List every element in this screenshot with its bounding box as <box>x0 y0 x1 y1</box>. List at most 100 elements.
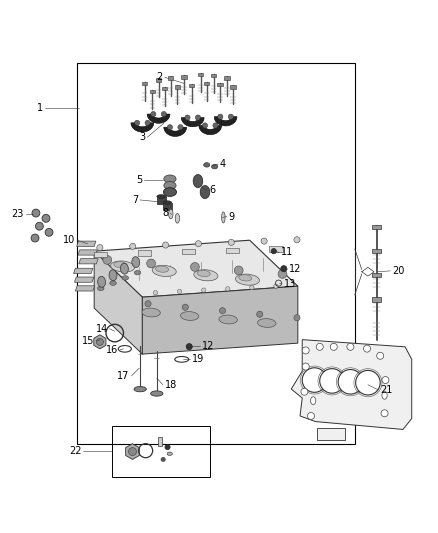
Circle shape <box>195 241 201 247</box>
Ellipse shape <box>193 174 203 188</box>
Ellipse shape <box>212 165 218 169</box>
Circle shape <box>271 248 276 254</box>
Circle shape <box>381 410 388 417</box>
Polygon shape <box>142 286 298 354</box>
Bar <box>156 78 161 82</box>
Circle shape <box>201 288 206 292</box>
Bar <box>94 252 107 257</box>
Circle shape <box>129 448 137 456</box>
Circle shape <box>307 413 314 419</box>
Ellipse shape <box>114 262 127 268</box>
Ellipse shape <box>109 270 117 281</box>
Circle shape <box>382 376 389 384</box>
Circle shape <box>316 343 323 350</box>
Circle shape <box>218 114 223 119</box>
Text: 6: 6 <box>209 185 215 195</box>
Circle shape <box>42 214 50 222</box>
Bar <box>181 75 187 78</box>
Bar <box>142 82 147 85</box>
Bar <box>150 90 155 93</box>
Circle shape <box>32 209 40 217</box>
Ellipse shape <box>258 319 276 327</box>
Circle shape <box>35 222 43 230</box>
Ellipse shape <box>200 185 210 199</box>
Text: 14: 14 <box>95 324 108 334</box>
Ellipse shape <box>204 163 210 167</box>
Circle shape <box>228 114 233 119</box>
Circle shape <box>195 115 201 120</box>
Ellipse shape <box>219 315 237 324</box>
Text: 8: 8 <box>162 208 169 218</box>
Circle shape <box>177 289 182 294</box>
Text: 20: 20 <box>392 266 404 276</box>
Text: 21: 21 <box>380 385 392 395</box>
Ellipse shape <box>151 391 163 396</box>
Bar <box>372 225 381 229</box>
Circle shape <box>364 345 371 352</box>
Circle shape <box>278 270 287 278</box>
Ellipse shape <box>155 266 169 272</box>
Text: 11: 11 <box>281 247 293 257</box>
Circle shape <box>302 368 327 392</box>
Bar <box>163 203 172 211</box>
Circle shape <box>202 123 208 128</box>
Ellipse shape <box>164 175 176 183</box>
Bar <box>317 428 345 440</box>
Bar <box>204 82 209 85</box>
Polygon shape <box>77 241 96 246</box>
Circle shape <box>31 234 39 242</box>
Bar <box>175 85 180 88</box>
Bar <box>189 84 194 87</box>
Circle shape <box>281 265 287 272</box>
Ellipse shape <box>167 452 173 456</box>
Bar <box>138 251 151 255</box>
Text: 12: 12 <box>289 264 301 273</box>
Bar <box>230 85 236 88</box>
Circle shape <box>185 115 190 120</box>
Circle shape <box>191 263 199 271</box>
Ellipse shape <box>132 257 140 268</box>
Circle shape <box>186 344 192 350</box>
Ellipse shape <box>152 265 176 277</box>
Polygon shape <box>74 277 94 282</box>
Circle shape <box>302 363 309 370</box>
Ellipse shape <box>110 281 117 285</box>
Circle shape <box>219 308 226 314</box>
Polygon shape <box>94 240 298 297</box>
Circle shape <box>151 111 156 117</box>
Ellipse shape <box>164 182 176 189</box>
Ellipse shape <box>157 195 166 198</box>
Circle shape <box>145 301 151 307</box>
Circle shape <box>145 120 150 125</box>
Ellipse shape <box>197 270 210 277</box>
Ellipse shape <box>222 212 225 223</box>
Ellipse shape <box>97 286 104 290</box>
Polygon shape <box>74 268 93 273</box>
Circle shape <box>226 287 230 291</box>
Circle shape <box>130 243 136 249</box>
Circle shape <box>182 304 188 310</box>
Polygon shape <box>75 286 95 291</box>
Bar <box>77 63 355 444</box>
Circle shape <box>330 343 337 350</box>
Circle shape <box>347 343 354 350</box>
Circle shape <box>250 285 254 290</box>
Text: 22: 22 <box>69 446 81 456</box>
Text: 2: 2 <box>157 72 163 82</box>
Bar <box>162 87 167 91</box>
Text: 13: 13 <box>284 279 296 289</box>
Bar <box>269 246 283 252</box>
Ellipse shape <box>134 386 146 392</box>
Bar <box>372 273 381 278</box>
Text: 23: 23 <box>12 209 24 219</box>
Ellipse shape <box>169 209 173 219</box>
Circle shape <box>96 338 103 345</box>
Polygon shape <box>78 250 97 255</box>
Circle shape <box>377 352 384 359</box>
Text: 3: 3 <box>139 132 145 142</box>
Ellipse shape <box>236 274 259 285</box>
Ellipse shape <box>142 308 160 317</box>
Polygon shape <box>164 127 187 136</box>
Ellipse shape <box>175 214 180 223</box>
Bar <box>226 248 239 253</box>
